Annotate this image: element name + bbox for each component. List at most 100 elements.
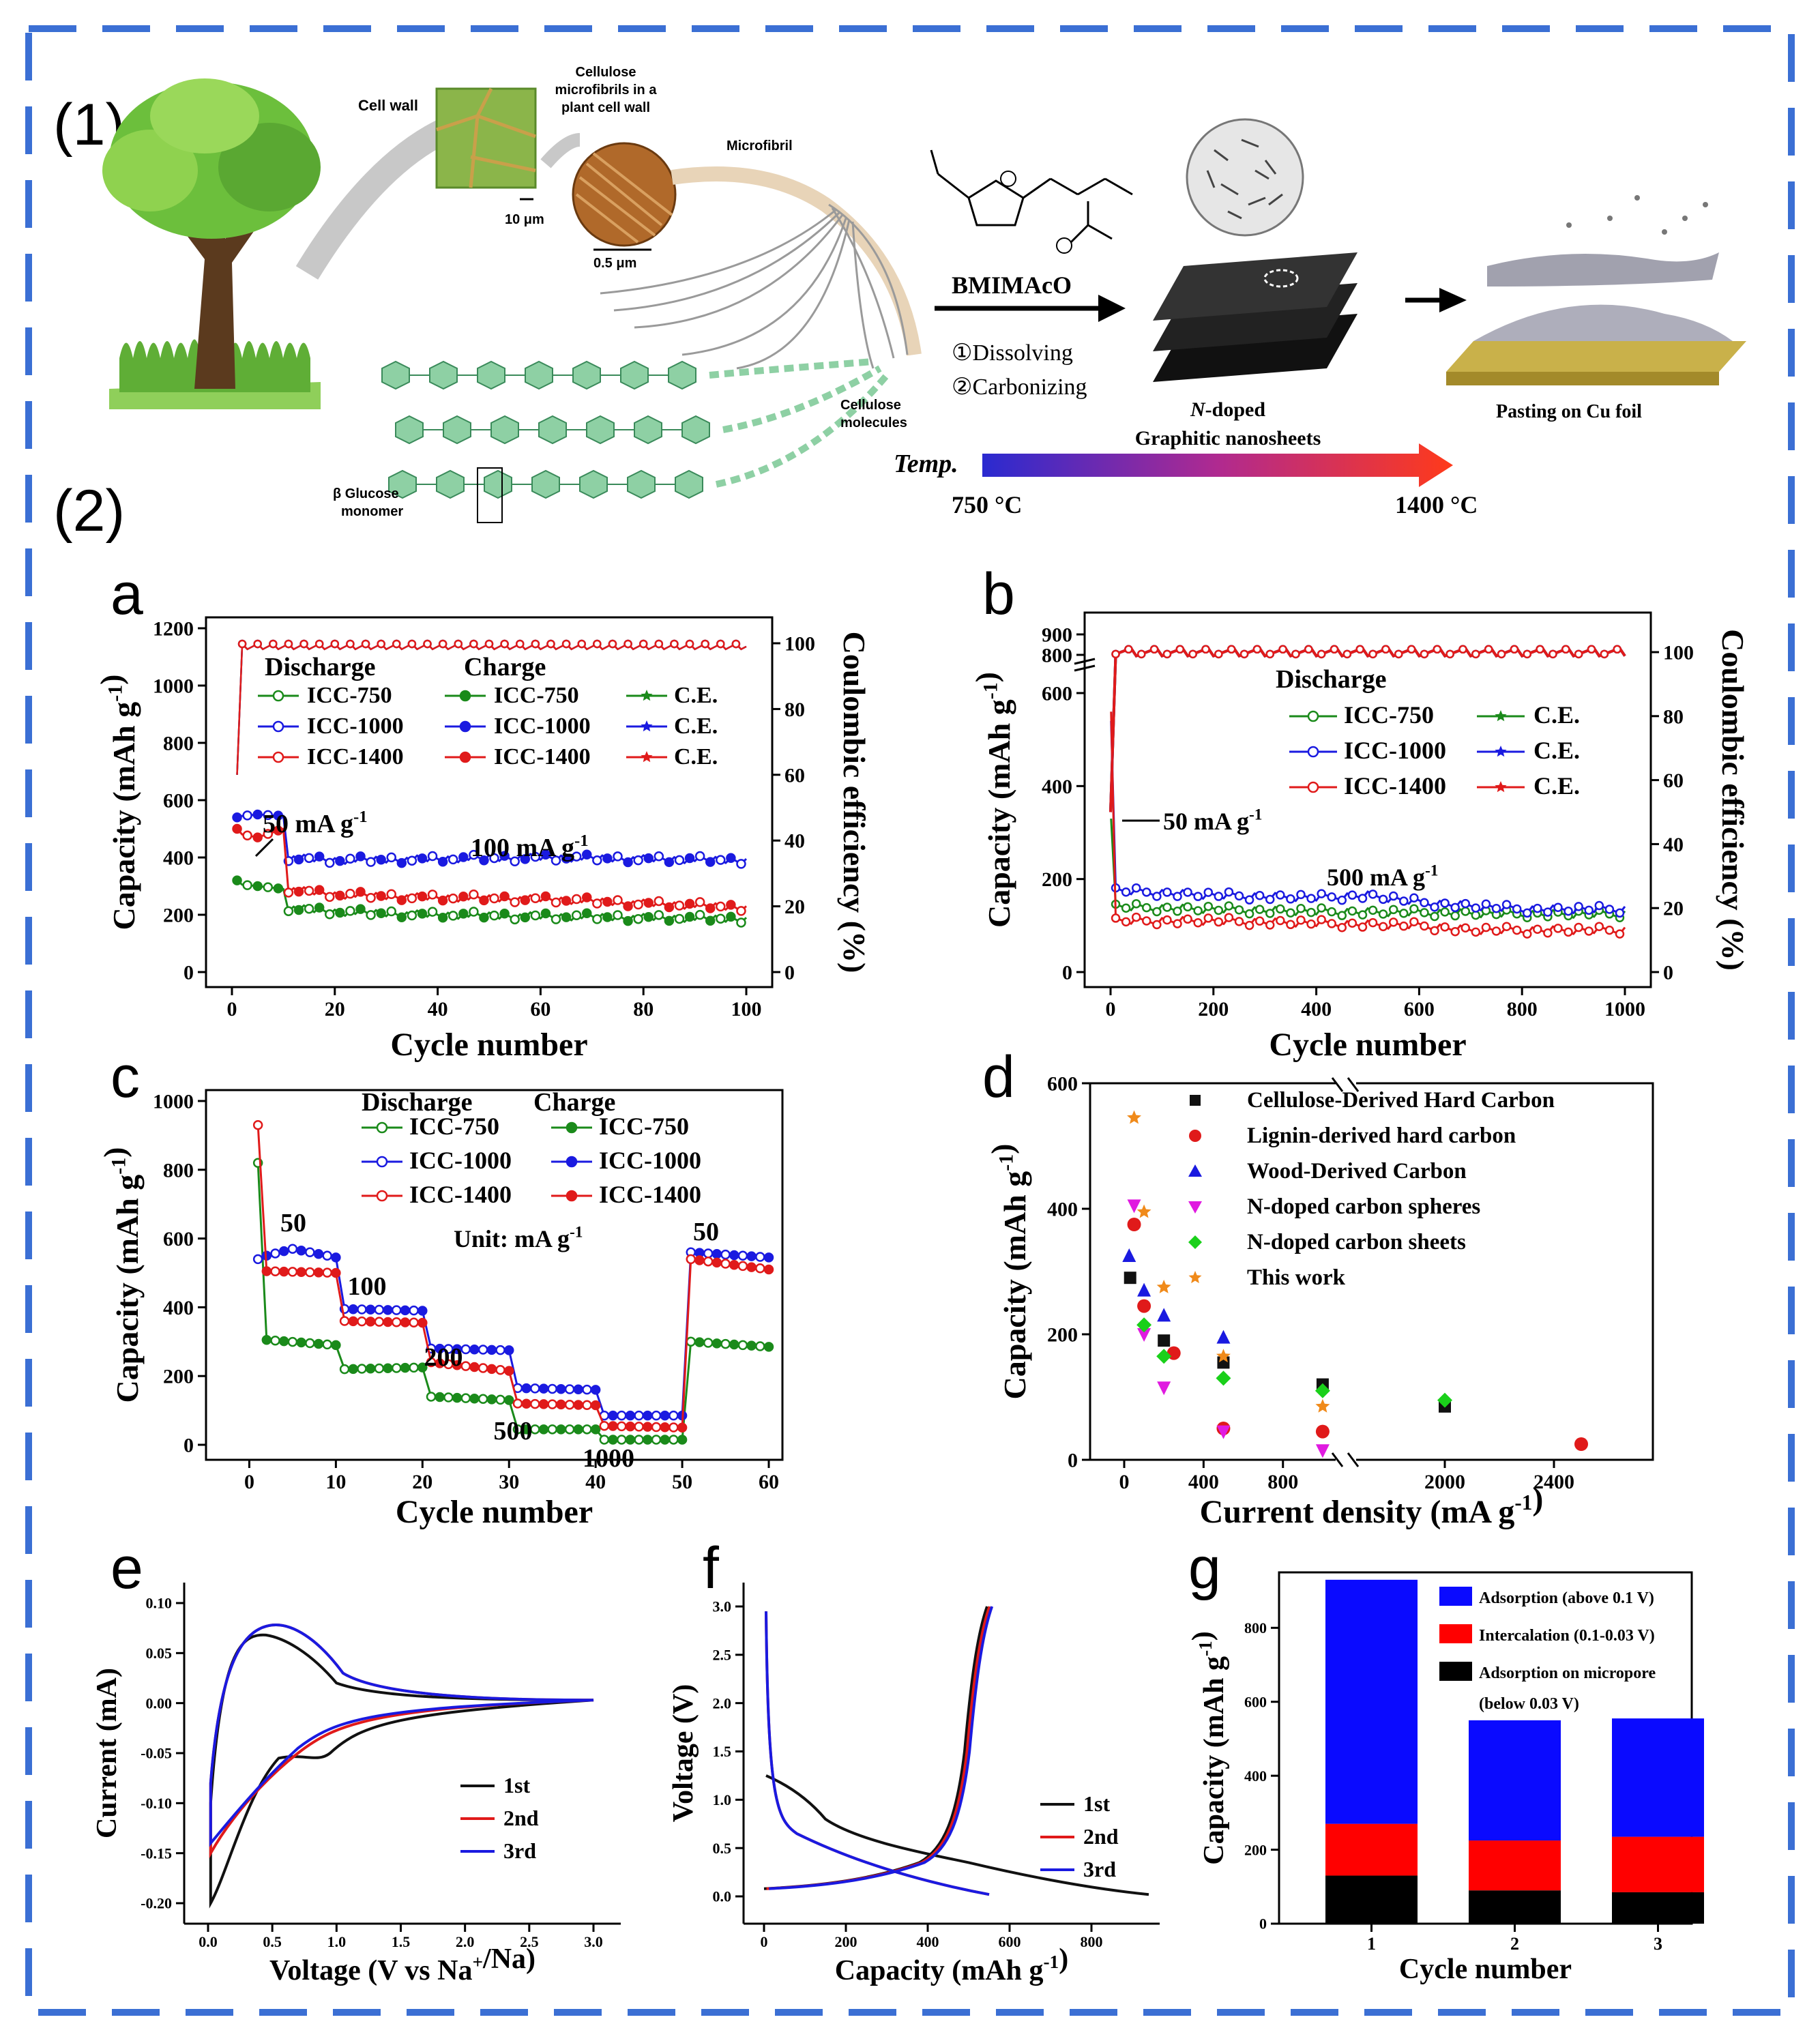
y-tick-label-d: 200	[1047, 1324, 1078, 1347]
point-Lignin-derived hard carbon	[1574, 1437, 1588, 1451]
capacity-point	[729, 1339, 739, 1350]
capacity-point	[427, 890, 438, 900]
capacity-point	[729, 1250, 739, 1261]
capacity-point	[335, 890, 345, 901]
capacity-point	[1152, 907, 1162, 917]
capacity-point	[495, 1364, 505, 1375]
capacity-point	[674, 900, 685, 911]
capacity-point	[305, 1338, 315, 1349]
capacity-point	[232, 812, 242, 823]
capacity-point	[625, 1421, 636, 1432]
capacity-point	[386, 889, 396, 900]
x-tick-label-b: 600	[1404, 998, 1435, 1020]
legend-marker	[1188, 1271, 1202, 1284]
capacity-point	[1378, 894, 1388, 905]
capacity-point	[447, 911, 458, 921]
capacity-point	[623, 857, 633, 868]
y-tick-label-b: 0	[1062, 962, 1072, 984]
capacity-point	[694, 1255, 705, 1265]
capacity-point	[495, 1345, 505, 1355]
ce-point	[561, 639, 571, 649]
capacity-point	[643, 1410, 653, 1421]
capacity-point	[452, 1392, 463, 1403]
ce-point	[1162, 649, 1172, 659]
capacity-point	[427, 851, 438, 862]
capacity-point	[530, 910, 541, 921]
capacity-point	[616, 1435, 627, 1445]
x-tick-label-c: 10	[325, 1471, 346, 1493]
capacity-point	[1317, 915, 1326, 924]
capacity-point	[1604, 905, 1615, 914]
capacity-point	[1306, 907, 1316, 917]
capacity-point	[348, 1304, 359, 1315]
capacity-point	[296, 1337, 306, 1348]
capacity-point	[590, 1424, 601, 1435]
ce-point	[1484, 645, 1493, 654]
point-This work	[1127, 1110, 1142, 1124]
ce-point	[1420, 649, 1429, 659]
axes-box	[205, 616, 774, 988]
cv-curve-3rd	[209, 1624, 594, 1847]
legend-header-charge: Charge	[464, 653, 546, 681]
capacity-point	[252, 809, 263, 820]
legend-discharge-ICC-750: ICC-750	[307, 683, 392, 708]
capacity-point	[383, 1317, 393, 1327]
capacity-point	[357, 1316, 367, 1327]
capacity-point	[313, 1249, 324, 1259]
ce-point	[685, 639, 694, 649]
capacity-point	[396, 912, 407, 923]
x-tick-label-f: 400	[917, 1933, 939, 1950]
legend-charge-ICC-1000: ICC-1000	[494, 714, 591, 739]
ce-point	[1497, 649, 1506, 659]
y-tick-label-f: 0.5	[713, 1840, 732, 1857]
panel-letter-c: c	[111, 1044, 140, 1110]
panel-f-chart: 0 200 400 600 800 0.0 0.5 1.0 1.5 2.0 2.5 3.0 Capaci…	[668, 1583, 1160, 1986]
legend-ce-marker	[1495, 781, 1507, 793]
capacity-point	[1409, 893, 1419, 903]
ce-point	[330, 639, 340, 649]
capacity-point	[551, 914, 561, 924]
capacity-point	[1214, 892, 1224, 901]
capacity-point	[521, 1398, 531, 1409]
capacity-point	[1584, 905, 1594, 915]
capacity-point	[469, 1345, 480, 1355]
capacity-point	[573, 1400, 584, 1410]
capacity-point	[660, 1422, 670, 1433]
point-Lignin-derived hard carbon	[1137, 1299, 1151, 1313]
capacity-point	[417, 891, 428, 902]
x-tick-label-f: 0	[761, 1933, 768, 1950]
capacity-point	[458, 909, 469, 919]
capacity-point	[1254, 916, 1265, 926]
ce-point	[1433, 645, 1442, 654]
ce-point	[1317, 649, 1326, 659]
capacity-point	[242, 830, 252, 841]
capacity-point	[366, 857, 376, 867]
capacity-point	[1317, 903, 1326, 913]
y-tick-label-f: 0.0	[713, 1888, 732, 1905]
y-tick-label-e: -0.10	[141, 1795, 172, 1812]
capacity-point	[400, 1305, 411, 1316]
capacity-point	[746, 1262, 757, 1272]
legend-label-1st: 1st	[1083, 1791, 1110, 1816]
x-axis-label-c: Cycle number	[396, 1494, 593, 1530]
axis-break	[1347, 1077, 1360, 1092]
panel-letter-a: a	[111, 561, 143, 627]
capacity-point	[547, 1383, 557, 1394]
capacity-point	[582, 1400, 592, 1411]
capacity-point	[296, 1245, 306, 1256]
capacity-point	[590, 1385, 601, 1395]
x-tick-label-e: 1.0	[327, 1933, 347, 1950]
capacity-point	[1183, 902, 1192, 912]
legend-marker	[376, 1190, 388, 1202]
capacity-point	[684, 853, 695, 864]
capacity-point	[616, 1421, 627, 1432]
x-tick-label-c: 20	[412, 1471, 432, 1493]
panel-g-chart: 0 200 400 600 800 1 2 3 Cycle number Capacity (mA…	[1187, 1571, 1704, 1985]
capacity-point	[705, 915, 716, 926]
capacity-point	[443, 1392, 454, 1403]
y-tick-label-f: 3.0	[713, 1598, 732, 1615]
legend-header-discharge: Discharge	[1276, 665, 1387, 694]
capacity-point	[1368, 917, 1378, 928]
legend-marker	[566, 1156, 578, 1168]
